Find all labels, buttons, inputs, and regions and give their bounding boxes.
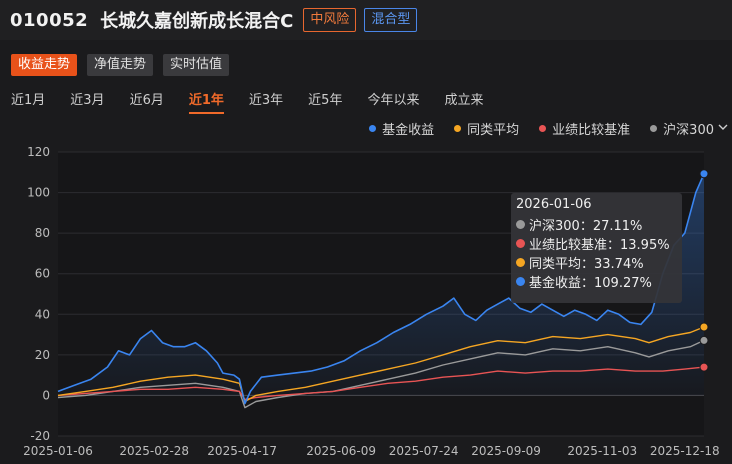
tooltip-index-text: 沪深300：27.11% — [529, 219, 643, 234]
endpoint-benchmark — [699, 362, 709, 372]
legend-peer-label: 同类平均 — [467, 123, 520, 138]
time-range-tabs: 近1月 近3月 近6月 近1年 近3年 近5年 今年以来 成立来 — [11, 89, 508, 114]
y-tick-label: 80 — [35, 226, 50, 240]
tooltip-index-dot — [516, 220, 525, 229]
legend-benchmark-dot — [539, 125, 547, 132]
tooltip-row-benchmark: 业绩比较基准：13.95% — [516, 234, 677, 253]
tooltip-date: 2026-01-06 — [516, 197, 592, 212]
series-line-fund — [57, 173, 705, 405]
x-tick-label: 2025-11-03 — [567, 444, 637, 458]
range-3m[interactable]: 近3月 — [70, 93, 105, 108]
y-tick-label: 60 — [35, 267, 50, 281]
x-tick-label: 2025-01-06 — [23, 444, 93, 458]
x-tick-label: 2025-09-09 — [471, 444, 541, 458]
chart-mode-tabs: 收益走势 净值走势 实时估值 — [11, 54, 239, 76]
y-tick-label: 20 — [35, 348, 50, 362]
chart-tooltip: 2026-01-06 沪深300：27.11% 业绩比较基准：13.95% 同类… — [511, 193, 682, 303]
tooltip-row-index: 沪深300：27.11% — [516, 215, 677, 234]
legend-index-select[interactable]: 沪深300 — [650, 119, 728, 138]
fund-code: 010052 — [10, 9, 89, 31]
x-tick-label: 2025-06-09 — [306, 444, 376, 458]
legend-index-dot — [650, 125, 658, 132]
type-badge: 混合型 — [364, 8, 418, 32]
x-tick-label: 2025-12-18 — [650, 444, 720, 458]
tooltip-row-peer: 同类平均：33.74% — [516, 253, 677, 272]
x-tick-label: 2025-07-24 — [389, 444, 459, 458]
legend-fund-label: 基金收益 — [382, 123, 435, 138]
series-line-peer — [57, 326, 705, 403]
range-5y[interactable]: 近5年 — [308, 93, 343, 108]
y-tick-label: 100 — [27, 186, 50, 200]
x-tick-label: 2025-02-28 — [119, 444, 189, 458]
endpoint-peer — [699, 322, 709, 332]
y-tick-label: 120 — [27, 145, 50, 159]
y-tick-label: -20 — [30, 429, 50, 443]
range-ytd[interactable]: 今年以来 — [367, 93, 420, 108]
endpoint-fund — [699, 169, 709, 179]
range-3y[interactable]: 近3年 — [248, 93, 284, 108]
legend-fund-dot — [369, 125, 377, 132]
tooltip-benchmark-dot — [516, 239, 525, 248]
legend-benchmark-label: 业绩比较基准 — [552, 123, 631, 138]
tab-realtime-estimate[interactable]: 实时估值 — [163, 54, 230, 76]
tooltip-row-fund: 基金收益：109.27% — [516, 272, 677, 291]
series-line-index — [57, 339, 705, 409]
tooltip-benchmark-text: 业绩比较基准：13.95% — [529, 238, 670, 253]
range-since-inception[interactable]: 成立来 — [444, 93, 484, 108]
legend-peer-dot — [454, 125, 462, 132]
fund-name: 长城久嘉创新成长混合C — [100, 11, 294, 32]
tooltip-peer-text: 同类平均：33.74% — [529, 257, 644, 272]
y-tick-label: 0 — [42, 388, 50, 402]
endpoint-index — [699, 335, 709, 345]
y-tick-label: 40 — [35, 307, 50, 321]
risk-badge: 中风险 — [303, 8, 357, 32]
x-tick-label: 2025-04-17 — [207, 444, 277, 458]
series-line-benchmark — [57, 366, 705, 401]
tooltip-fund-text: 基金收益：109.27% — [529, 276, 652, 291]
tooltip-peer-dot — [516, 258, 525, 267]
tab-nav-trend[interactable]: 净值走势 — [87, 54, 154, 76]
legend-benchmark[interactable]: 业绩比较基准 — [539, 119, 630, 138]
range-6m[interactable]: 近6月 — [129, 93, 164, 108]
fund-area — [58, 173, 704, 404]
legend-fund[interactable]: 基金收益 — [369, 119, 434, 138]
range-1m[interactable]: 近1月 — [11, 93, 46, 108]
fund-header: 010052 长城久嘉创新成长混合C 中风险 混合型 — [0, 0, 732, 40]
tooltip-fund-dot — [516, 277, 525, 286]
legend-index-label: 沪深300 — [663, 123, 714, 138]
tab-return-trend[interactable]: 收益走势 — [11, 54, 78, 76]
chart-legend: 基金收益 同类平均 业绩比较基准 沪深300 — [349, 119, 728, 138]
legend-peer[interactable]: 同类平均 — [454, 119, 519, 138]
chevron-down-icon[interactable] — [718, 123, 728, 134]
range-1y[interactable]: 近1年 — [188, 89, 224, 114]
